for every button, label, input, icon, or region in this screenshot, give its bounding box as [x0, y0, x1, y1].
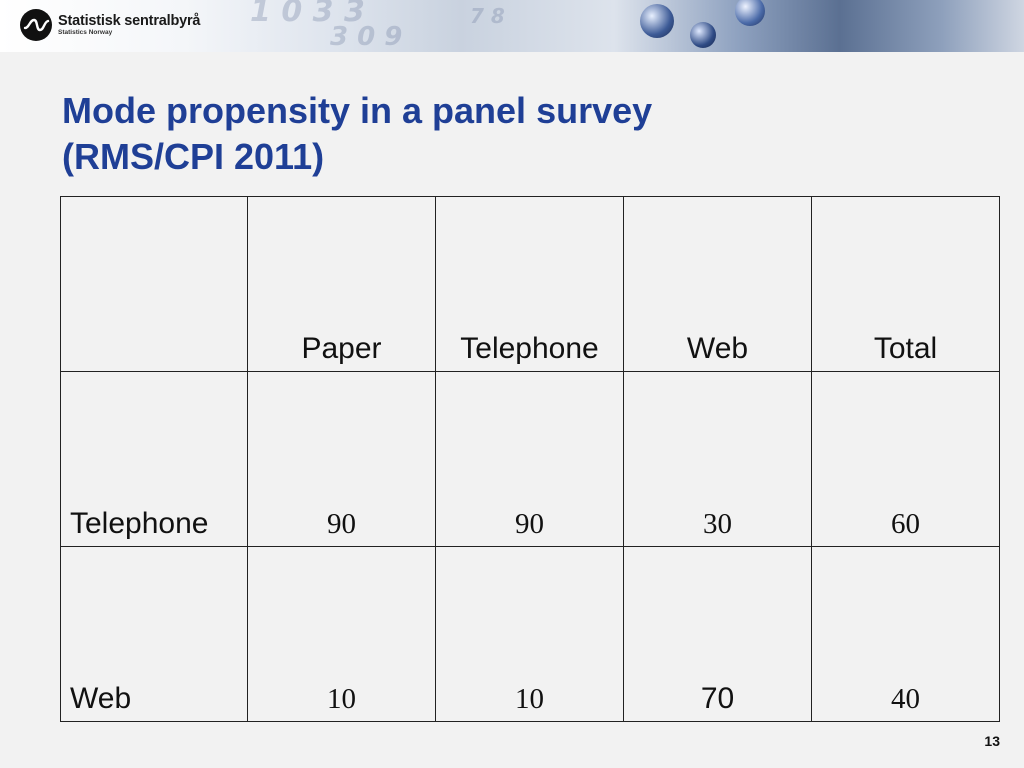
table-cell: 10 — [435, 546, 624, 722]
table-cell: 40 — [811, 546, 1000, 722]
table-cell: 70 — [623, 546, 812, 722]
table-header-cell: Total — [811, 196, 1000, 372]
page-number: 13 — [984, 733, 1000, 749]
table-row: Telephone 90 90 30 60 — [60, 371, 1000, 547]
banner-sphere — [690, 22, 716, 48]
table-header-cell: Paper — [247, 196, 436, 372]
header-banner: 1 0 3 3 3 0 9 7 8 Statistisk sentralbyrå… — [0, 0, 1024, 52]
title-line-2: (RMS/CPI 2011) — [62, 136, 325, 177]
table-header-cell: Telephone — [435, 196, 624, 372]
table-row: Web 10 10 70 40 — [60, 546, 1000, 722]
banner-decoration: 7 8 — [470, 4, 505, 28]
slide-title: Mode propensity in a panel survey (RMS/C… — [62, 88, 652, 180]
table-header-cell: Web — [623, 196, 812, 372]
ssb-logo: Statistisk sentralbyrå Statistics Norway — [20, 9, 200, 41]
table-cell: 10 — [247, 546, 436, 722]
banner-decoration: 1 0 3 3 — [250, 0, 365, 29]
table-cell: 60 — [811, 371, 1000, 547]
table-header-cell — [60, 196, 248, 372]
table-cell: 30 — [623, 371, 812, 547]
table-cell: 90 — [435, 371, 624, 547]
mode-propensity-table: Paper Telephone Web Total Telephone 90 9… — [60, 196, 1000, 722]
banner-sphere — [735, 0, 765, 26]
row-label: Telephone — [60, 371, 248, 547]
banner-decoration: 3 0 9 — [330, 22, 403, 52]
ssb-logo-icon — [20, 9, 52, 41]
logo-name: Statistisk sentralbyrå — [58, 12, 201, 29]
table-cell: 90 — [247, 371, 436, 547]
banner-sphere — [640, 4, 674, 38]
title-line-1: Mode propensity in a panel survey — [62, 90, 653, 131]
logo-subtitle: Statistics Norway — [58, 29, 113, 36]
table-header-row: Paper Telephone Web Total — [60, 196, 1000, 372]
row-label: Web — [60, 546, 248, 722]
